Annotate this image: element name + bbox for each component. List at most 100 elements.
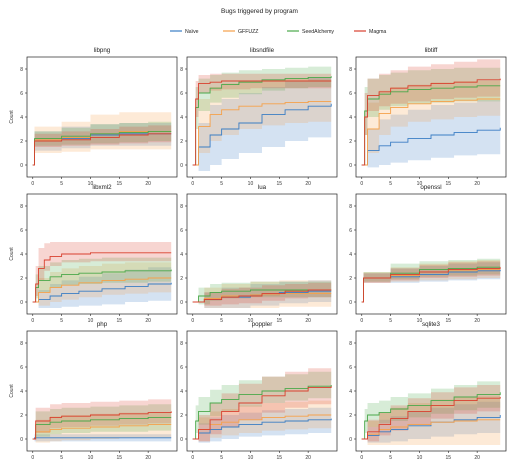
y-tick-label: 4 (349, 389, 352, 395)
series-line-gffuzz (361, 419, 501, 440)
y-tick-label: 2 (20, 276, 23, 282)
y-tick-label: 4 (349, 115, 352, 121)
y-tick-label: 0 (180, 163, 183, 169)
x-tick-label: 0 (191, 318, 194, 324)
x-tick-label: 20 (305, 455, 311, 461)
legend-label: GFFUZZ (238, 29, 258, 35)
y-tick-label: 2 (180, 139, 183, 145)
confidence-band-gffuzz (32, 112, 172, 165)
panel-title: libtiff (425, 47, 438, 54)
confidence-band-nave (361, 97, 501, 168)
x-tick-label: 10 (417, 181, 423, 187)
axes-frame (355, 193, 507, 315)
plot-area (192, 280, 332, 308)
series-line-seedalchemy (32, 269, 172, 303)
panel-title: libsndfile (250, 47, 275, 54)
panel-openssl: openssl 0 2 4 6 8 0 5 10 15 20 (349, 184, 507, 324)
x-tick-label: 10 (417, 455, 423, 461)
confidence-band-seedalchemy (192, 281, 332, 305)
x-tick-label: 15 (117, 455, 123, 461)
x-tick-label: 10 (248, 181, 254, 187)
legend-label: SeedAlchemy (302, 29, 334, 35)
x-tick-label: 20 (474, 318, 480, 324)
x-tick-label: 10 (417, 318, 423, 324)
legend-label: Magma (369, 29, 386, 35)
x-tick-label: 5 (389, 455, 392, 461)
plot-area (361, 58, 501, 168)
x-tick-label: 0 (360, 181, 363, 187)
plot-area (192, 367, 332, 443)
series-line-nave (192, 103, 332, 166)
x-tick-label: 20 (305, 181, 311, 187)
panel-sqlite3: sqlite30246805101520Time (hours) (349, 321, 507, 461)
x-tick-label: 15 (277, 455, 283, 461)
series-line-nave (361, 127, 501, 166)
series-line-gffuzz (32, 424, 172, 440)
y-tick-label: 0 (20, 163, 23, 169)
y-axis-label: Count (9, 384, 15, 398)
panel-libtiff: libtiff 0 2 4 6 8 0 5 10 15 20 (349, 47, 507, 187)
confidence-band-gffuzz (361, 394, 501, 445)
x-tick-label: 15 (446, 318, 452, 324)
panel-php: php0246805101520CountTime (hours) (9, 321, 178, 461)
x-tick-label: 15 (117, 318, 123, 324)
confidence-band-magma (32, 242, 172, 302)
series-line-gffuzz (361, 98, 501, 166)
series-line-gffuzz (192, 100, 332, 166)
x-tick-label: 20 (305, 318, 311, 324)
legend: Naïve GFFUZZ SeedAlchemy Magma (170, 29, 386, 35)
legend-item: GFFUZZ (223, 29, 258, 35)
panel-libsndfile: libsndfile 0 2 4 6 8 0 5 10 15 20 (180, 47, 338, 187)
confidence-band-seedalchemy (192, 370, 332, 439)
y-tick-label: 4 (180, 389, 183, 395)
legend-item: SeedAlchemy (287, 29, 334, 35)
y-tick-label: 0 (180, 437, 183, 443)
y-tick-label: 8 (349, 204, 352, 210)
x-tick-label: 15 (446, 455, 452, 461)
x-tick-label: 15 (277, 318, 283, 324)
y-tick-label: 8 (20, 341, 23, 347)
series-line-magma (192, 289, 332, 303)
y-tick-label: 8 (180, 67, 183, 73)
plot-area (32, 112, 172, 166)
y-tick-label: 0 (20, 437, 23, 443)
y-tick-label: 4 (20, 115, 23, 121)
series-line-magma (192, 386, 332, 440)
y-tick-label: 4 (180, 252, 183, 258)
panel-lua: lua 0 2 4 6 8 0 5 10 15 20 (180, 184, 338, 324)
panel-title: lua (258, 184, 267, 191)
panel-libxml2: libxml2 0 2 4 6 8 0 5 10 15 20 Count (9, 184, 178, 324)
series-line-nave (32, 282, 172, 303)
x-tick-label: 5 (60, 455, 63, 461)
y-tick-label: 6 (349, 228, 352, 234)
y-tick-label: 6 (349, 365, 352, 371)
confidence-band-gffuzz (32, 412, 172, 443)
panel-title: sqlite3 (422, 321, 440, 328)
confidence-band-magma (192, 73, 332, 165)
x-tick-label: 0 (360, 455, 363, 461)
panel-poppler: poppler0246805101520Time (hours) (180, 321, 338, 461)
y-tick-label: 6 (20, 228, 23, 234)
series-line-seedalchemy (361, 392, 501, 440)
x-tick-label: 10 (248, 455, 254, 461)
panel-libpng: libpng 0 2 4 6 8 0 5 10 15 20 Count (9, 47, 178, 187)
y-tick-label: 2 (180, 413, 183, 419)
x-tick-label: 0 (360, 318, 363, 324)
x-tick-label: 5 (220, 181, 223, 187)
x-tick-label: 20 (145, 455, 151, 461)
y-tick-label: 2 (349, 276, 352, 282)
series-line-gffuzz (32, 277, 172, 303)
y-tick-label: 4 (20, 389, 23, 395)
series-line-magma (361, 267, 501, 303)
x-tick-label: 5 (220, 455, 223, 461)
legend-item: Naïve (170, 29, 199, 35)
confidence-band-gffuzz (192, 400, 332, 442)
y-tick-label: 4 (180, 115, 183, 121)
y-tick-label: 0 (349, 437, 352, 443)
x-tick-label: 0 (191, 181, 194, 187)
x-tick-label: 5 (220, 318, 223, 324)
plot-area (361, 379, 501, 445)
series-line-nave (192, 418, 332, 440)
